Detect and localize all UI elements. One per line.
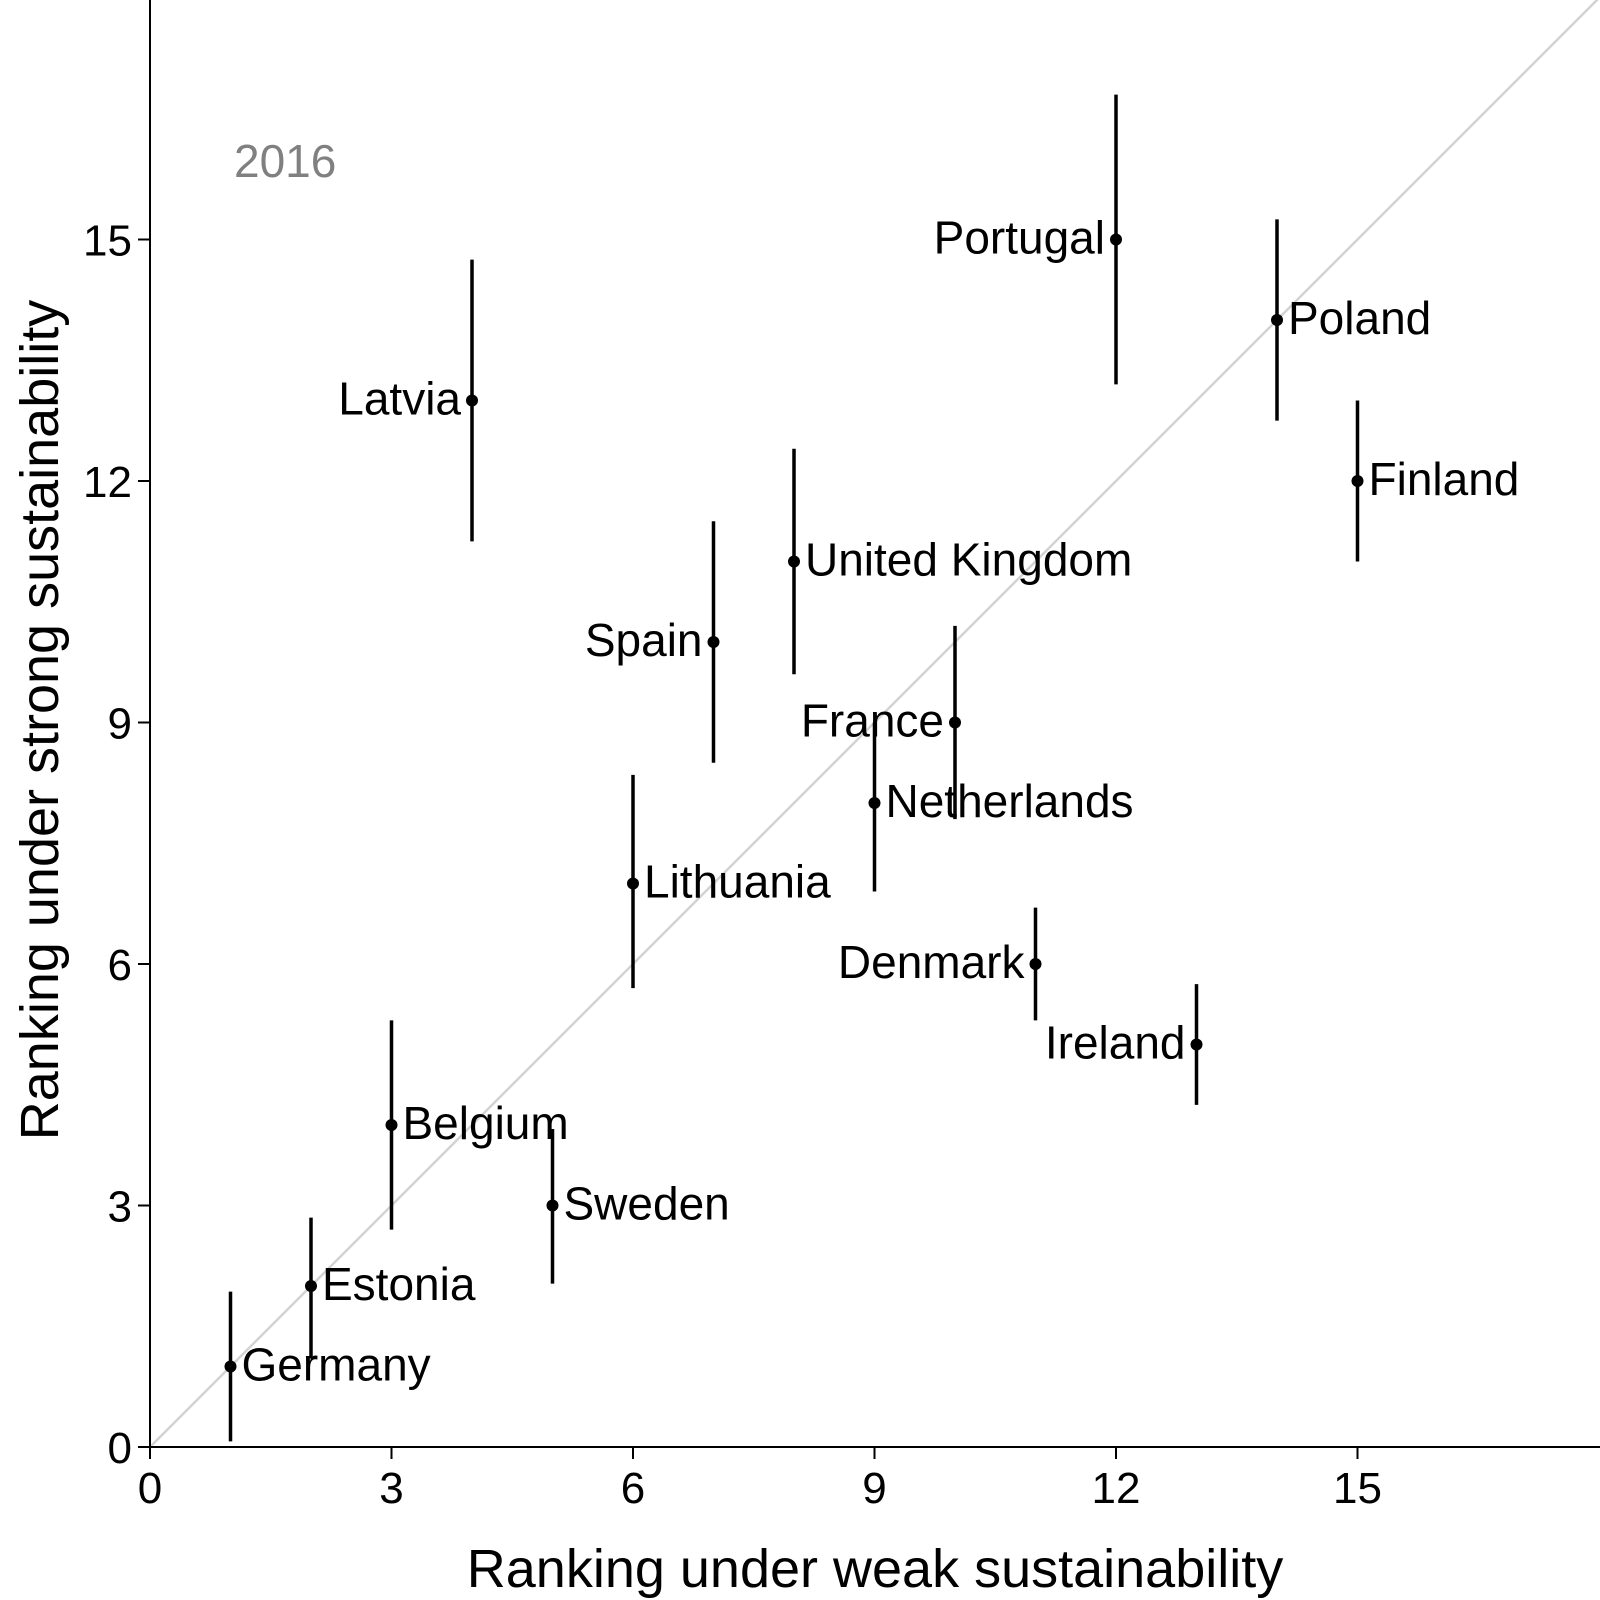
data-point — [1351, 475, 1364, 487]
point-label: United Kingdom — [805, 534, 1132, 586]
data-point — [707, 636, 720, 648]
tick-layer: 0 3 6 9 12 15 0 3 6 9 12 15 — [83, 217, 1382, 1514]
x-tick-label: 3 — [379, 1464, 403, 1513]
data-point — [305, 1280, 317, 1292]
x-tick-label: 6 — [621, 1464, 645, 1513]
point-label: Estonia — [322, 1258, 476, 1310]
data-point — [949, 716, 961, 729]
x-axis-title: Ranking under weak sustainability — [467, 1539, 1283, 1599]
data-point — [1271, 314, 1283, 326]
y-tick-label: 6 — [108, 941, 132, 990]
x-tick-label: 9 — [862, 1464, 886, 1513]
data-point — [546, 1199, 559, 1212]
data-point — [868, 797, 881, 809]
y-axis-title: Ranking under strong sustainability — [10, 300, 70, 1140]
point-label: Belgium — [403, 1097, 569, 1149]
point-label: Finland — [1369, 453, 1520, 505]
x-tick-label: 0 — [138, 1464, 162, 1513]
data-point — [1029, 958, 1042, 970]
point-label: Poland — [1288, 292, 1431, 344]
data-point — [1190, 1038, 1203, 1051]
point-label: Sweden — [564, 1178, 730, 1230]
point-label: Latvia — [338, 373, 461, 425]
data-point — [224, 1360, 237, 1373]
data-point — [1110, 233, 1122, 246]
data-point — [627, 877, 639, 890]
point-label: Netherlands — [886, 775, 1134, 827]
point-layer: Germany Estonia Belgium Latvia Sweden Lithuan… — [224, 94, 1520, 1442]
point-label: Lithuania — [644, 856, 831, 908]
year-annotation: 2016 — [234, 135, 336, 187]
y-tick-label: 15 — [83, 217, 132, 266]
point-label: Ireland — [1045, 1017, 1186, 1069]
data-point — [788, 555, 800, 568]
x-tick-label: 15 — [1333, 1464, 1382, 1513]
point-label: France — [801, 695, 944, 747]
point-label: Portugal — [934, 212, 1105, 264]
point-label: Germany — [242, 1339, 431, 1391]
point-label: Denmark — [838, 936, 1026, 988]
y-tick-label: 0 — [108, 1424, 132, 1473]
y-tick-label: 3 — [108, 1183, 132, 1232]
data-point — [466, 394, 478, 407]
point-label: Spain — [585, 614, 703, 666]
y-tick-label: 9 — [108, 700, 132, 749]
x-tick-label: 12 — [1092, 1464, 1141, 1513]
data-point — [385, 1119, 398, 1131]
y-tick-label: 12 — [83, 458, 132, 507]
